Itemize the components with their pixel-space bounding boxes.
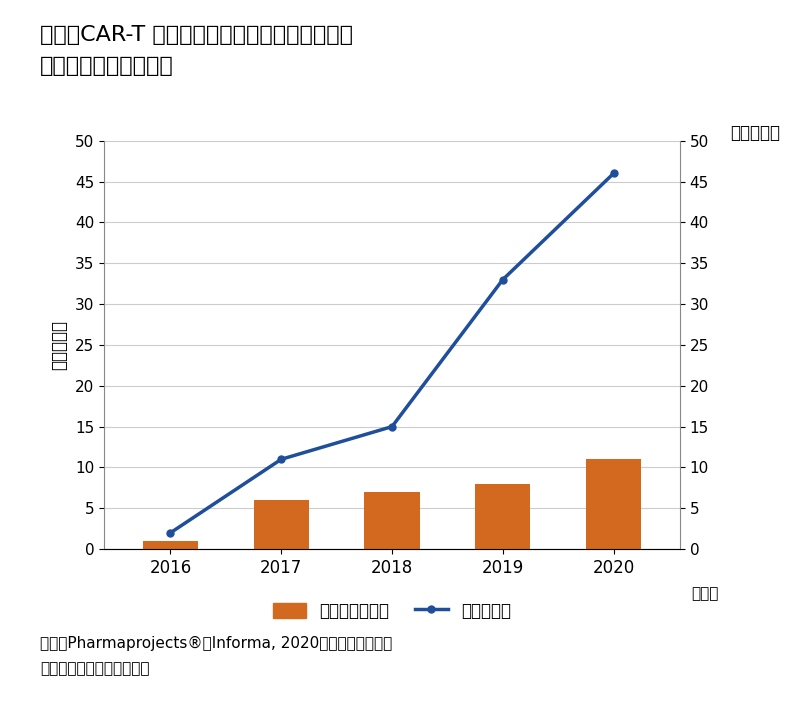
Bar bbox=[475, 484, 530, 549]
Bar bbox=[254, 500, 309, 549]
Text: 政策研究所にて作成: 政策研究所にて作成 bbox=[40, 661, 150, 676]
Text: 参入企業数推移: 参入企業数推移 bbox=[40, 56, 174, 76]
Bar bbox=[142, 541, 198, 549]
Text: 出所：Pharmaprojects®｜Informa, 2020をもとに医薬産業: 出所：Pharmaprojects®｜Informa, 2020をもとに医薬産業 bbox=[40, 636, 392, 651]
Y-axis label: （品目数）: （品目数） bbox=[50, 320, 68, 370]
Legend: 新規参入企業数, 新規品目数: 新規参入企業数, 新規品目数 bbox=[266, 595, 518, 627]
Text: 図５　CAR-T 細胞療法の新規品目数推移と新規: 図５ CAR-T 細胞療法の新規品目数推移と新規 bbox=[40, 25, 353, 44]
Text: （年）: （年） bbox=[691, 586, 719, 601]
Y-axis label: （企業数）: （企業数） bbox=[730, 125, 780, 142]
Bar bbox=[586, 459, 642, 549]
Bar bbox=[364, 492, 420, 549]
